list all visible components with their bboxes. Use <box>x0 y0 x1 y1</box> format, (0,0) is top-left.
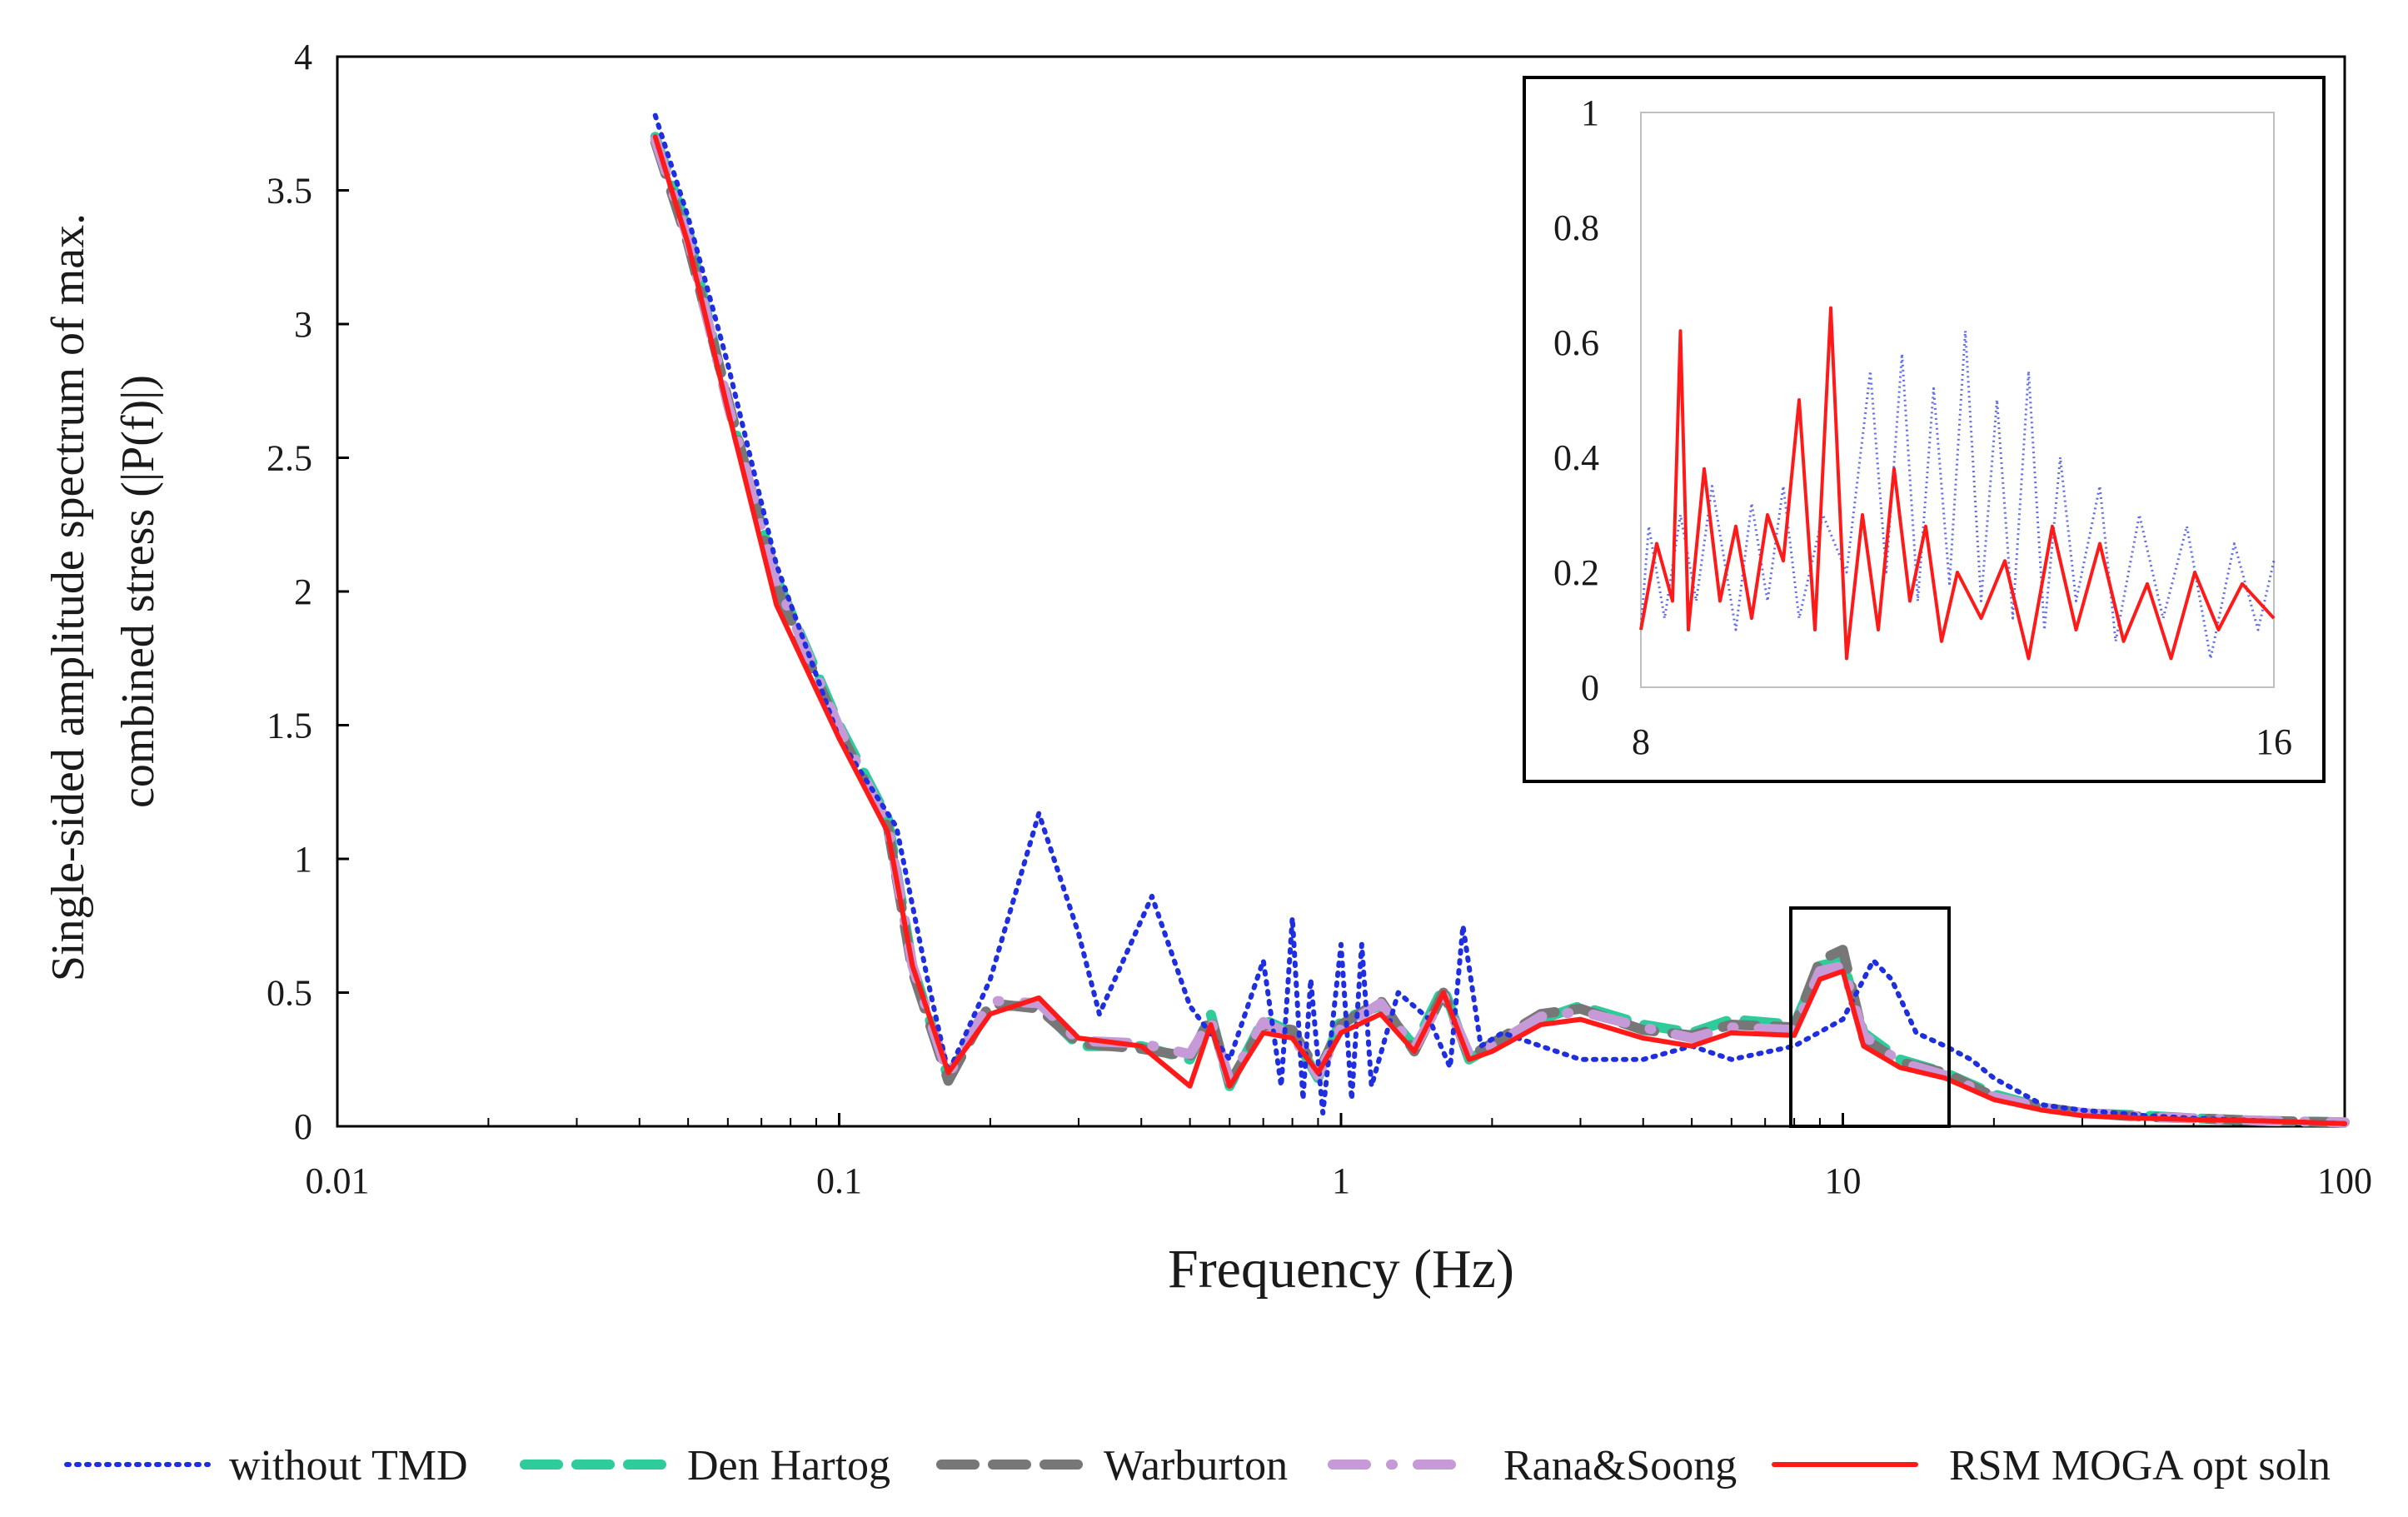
legend-label: RSM MOGA opt soln <box>1949 1442 2331 1490</box>
y-tick-label: 0.5 <box>267 973 312 1014</box>
inset-y-tick-label: 0.2 <box>1553 552 1599 593</box>
inset-frame <box>1523 76 2326 783</box>
inset-ticks: 0 0.2 0.4 0.6 0.8 1 8 16 <box>1553 92 2292 762</box>
inset-x-tick-label: 8 <box>1632 721 1650 762</box>
y-tick-label: 2 <box>294 571 312 612</box>
x-tick-label: 10 <box>1825 1160 1862 1201</box>
series-line-rsm-moga-opt-soln <box>652 134 2347 1126</box>
x-axis-ticks: 0.01 0.1 1 10 100 <box>306 1113 2372 1201</box>
y-tick-label: 4 <box>294 37 312 77</box>
legend-label: Rana&Soong <box>1503 1442 1737 1490</box>
y-axis-ticks: 0 0.5 1 1.5 2 2.5 3 3.5 4 <box>267 37 349 1147</box>
inset-y-tick-label: 0 <box>1581 667 1599 708</box>
inset-series-without-tmd <box>1639 329 2276 660</box>
y-axis-title-line-2: combined stress (|P(f)|) <box>112 375 164 808</box>
y-axis-title-line-1: Single-sided amplitude spectrum of max. <box>42 213 94 981</box>
x-tick-label: 1 <box>1332 1160 1350 1201</box>
inset-y-tick-label: 0.4 <box>1553 437 1599 478</box>
x-tick-label: 100 <box>2317 1160 2372 1201</box>
inset-x-tick-label: 16 <box>2256 721 2292 762</box>
legend: without TMD Den Hartog Warburton Rana&Soong… <box>64 1442 2331 1490</box>
legend-label: without TMD <box>229 1442 468 1490</box>
y-tick-label: 1 <box>294 839 312 880</box>
inset-plot-area <box>1640 112 2275 688</box>
series-layer <box>650 112 2350 1128</box>
y-tick-label: 1.5 <box>267 706 312 746</box>
y-tick-label: 3.5 <box>267 171 312 212</box>
x-tick-label: 0.1 <box>816 1160 862 1201</box>
y-axis-title: Single-sided amplitude spectrum of max. … <box>42 202 164 981</box>
y-tick-label: 0 <box>294 1106 312 1147</box>
inset-y-tick-label: 0.8 <box>1553 207 1599 248</box>
legend-label: Warburton <box>1104 1442 1288 1490</box>
legend-label: Den Hartog <box>687 1442 890 1490</box>
inset-series-rsm-moga-opt-soln <box>1639 306 2276 661</box>
inset-y-tick-label: 0.6 <box>1553 322 1599 363</box>
y-tick-label: 3 <box>294 304 312 345</box>
inset-series-layer <box>1639 306 2276 661</box>
y-tick-label: 2.5 <box>267 438 312 479</box>
x-tick-label: 0.01 <box>306 1160 370 1201</box>
zoom-box <box>1789 906 1951 1128</box>
series-line-without-tmd <box>652 112 2347 1126</box>
series-line-warburton <box>650 137 2350 1128</box>
x-axis-title: Frequency (Hz) <box>1168 1239 1514 1300</box>
inset-y-tick-label: 1 <box>1581 92 1599 133</box>
